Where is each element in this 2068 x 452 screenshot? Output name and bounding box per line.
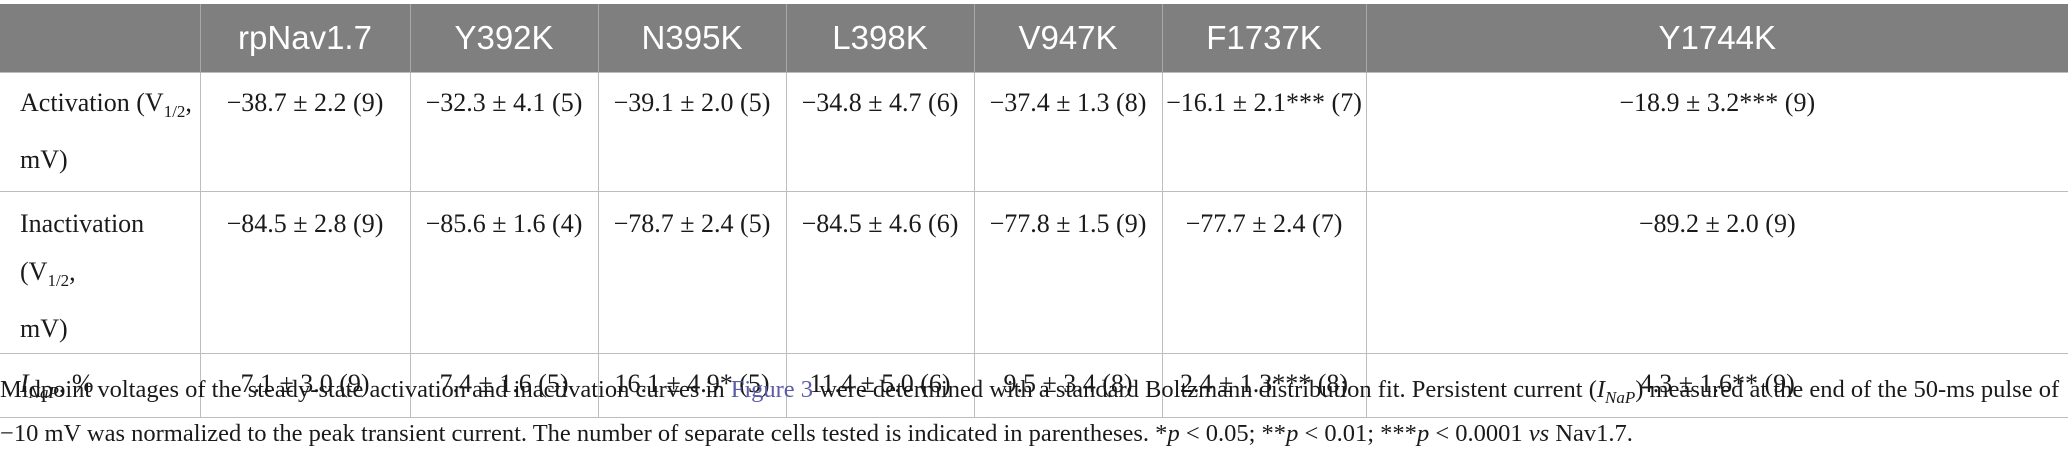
- header-cell-y1744k: Y1744K: [1365, 4, 2068, 73]
- row-label-unit: mV): [20, 314, 68, 343]
- header-cell-v947k: V947K: [973, 4, 1162, 73]
- caption-subscript: NaP: [1605, 388, 1636, 407]
- table-cell: 7.4 ± 1.6 (5): [409, 353, 599, 418]
- caption-text: were determined with a standard Boltzman…: [813, 376, 1597, 403]
- caption-symbol: I: [1596, 376, 1606, 403]
- table-cell: −38.7 ± 2.2 (9): [199, 72, 411, 192]
- caption-symbol: p: [1167, 420, 1180, 447]
- table-cell: −84.5 ± 2.8 (9): [199, 191, 411, 354]
- table-cell: −32.3 ± 4.1 (5): [409, 72, 599, 192]
- caption-symbol: p: [1286, 420, 1299, 447]
- caption-symbol: p: [1416, 420, 1430, 447]
- caption-text: ) measured at the end of the 50-ms pulse…: [0, 376, 2060, 447]
- row-label-inap: INaP, %: [0, 353, 201, 418]
- figure-3-link[interactable]: Figure 3: [730, 376, 814, 403]
- table-cell: −39.1 ± 2.0 (5): [597, 72, 787, 192]
- caption-text: < 0.01; ***: [1298, 420, 1417, 447]
- table-cell: −78.7 ± 2.4 (5): [597, 191, 787, 354]
- header-cell-rpnav17: rpNav1.7: [199, 4, 410, 73]
- caption-text: < 0.0001: [1429, 420, 1529, 447]
- header-cell-y392k: Y392K: [409, 4, 598, 73]
- table-cell: −34.8 ± 4.7 (6): [785, 72, 975, 192]
- row-label-symbol: I: [20, 369, 29, 398]
- table-cell: −37.4 ± 1.3 (8): [973, 72, 1163, 192]
- table-row-inactivation: Inactivation (V1/2, mV) −84.5 ± 2.8 (9) −…: [0, 191, 2068, 354]
- row-label-text: , %: [58, 369, 94, 398]
- header-row: rpNav1.7 Y392K N395K L398K V947K F1737K …: [0, 4, 2068, 73]
- caption-text: Midpoint voltages of the steady-state ac…: [0, 376, 731, 403]
- row-label-subscript: 1/2: [163, 102, 186, 121]
- table-cell: −77.7 ± 2.4 (7): [1161, 191, 1367, 354]
- results-table: rpNav1.7 Y392K N395K L398K V947K F1737K …: [0, 4, 2068, 418]
- row-label-text: ,: [185, 88, 192, 117]
- row-label-inactivation: Inactivation (V1/2, mV): [0, 191, 201, 354]
- row-label-text: ,: [69, 257, 76, 286]
- table-cell: −18.9 ± 3.2*** (9): [1365, 72, 2068, 192]
- table-cell: 2.4 ± 1.3*** (8): [1161, 353, 1367, 418]
- caption-text: < 0.05; **: [1179, 420, 1287, 447]
- table-row-activation: Activation (V1/2, mV) −38.7 ± 2.2 (9) −32…: [0, 72, 2068, 192]
- table-cell: −77.8 ± 1.5 (9): [973, 191, 1163, 354]
- caption-text: Nav1.7.: [1549, 420, 1633, 447]
- table-cell: 16.1 ± 4.9* (5): [597, 353, 787, 418]
- header-cell-n395k: N395K: [597, 4, 786, 73]
- row-label-subscript: NaP: [28, 383, 59, 402]
- table-cell: 7.1 ± 3.0 (9): [199, 353, 411, 418]
- row-label-subscript: 1/2: [47, 271, 70, 290]
- table-cell: −16.1 ± 2.1*** (7): [1161, 72, 1367, 192]
- table-row-persistent-current: INaP, % 7.1 ± 3.0 (9) 7.4 ± 1.6 (5) 16.1…: [0, 353, 2068, 418]
- header-cell-f1737k: F1737K: [1161, 4, 1366, 73]
- caption-vs: vs: [1528, 420, 1550, 447]
- table-cell: −89.2 ± 2.0 (9): [1365, 191, 2068, 354]
- table-cell: 11.4 ± 5.0 (6): [785, 353, 975, 418]
- table-cell: 4.3 ± 1.6** (9): [1365, 353, 2068, 418]
- header-cell-label: [0, 4, 200, 73]
- row-label-activation: Activation (V1/2, mV): [0, 72, 201, 192]
- row-label-unit: mV): [20, 145, 68, 174]
- table-cell: −85.6 ± 1.6 (4): [409, 191, 599, 354]
- row-label-text: Activation (V: [20, 88, 164, 117]
- header-cell-l398k: L398K: [785, 4, 974, 73]
- table-cell: −84.5 ± 4.6 (6): [785, 191, 975, 354]
- table-caption: Midpoint voltages of the steady-state ac…: [0, 372, 2064, 452]
- row-label-text: Inactivation (V: [20, 209, 145, 286]
